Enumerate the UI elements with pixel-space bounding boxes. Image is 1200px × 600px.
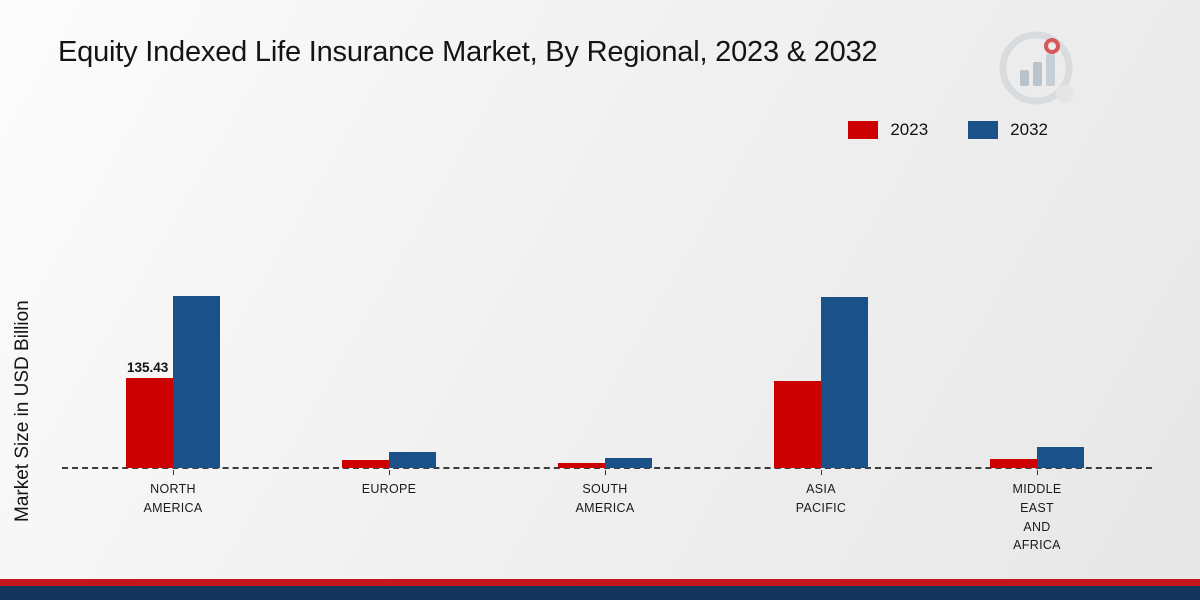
x-axis-baseline — [62, 467, 1152, 469]
bar-2023-south-america — [558, 463, 605, 468]
bar-group-europe: EUROPE — [342, 452, 436, 496]
x-axis-category-label: EUROPE — [361, 482, 417, 496]
x-axis-tick — [821, 470, 822, 475]
bar-group-south-america: SOUTH AMERICA — [558, 458, 652, 515]
x-axis-tick — [173, 470, 174, 475]
y-axis-label: Market Size in USD Billion — [12, 300, 33, 522]
x-axis-tick — [605, 470, 606, 475]
bar-2023-asia-pacific — [774, 381, 821, 468]
bar-2032-asia-pacific — [821, 297, 868, 468]
bar-group-north-america: 135.43 NORTH AMERICA — [126, 296, 220, 515]
bar-2032-middle-east-and-africa — [1037, 447, 1084, 468]
bar-2023-north-america: 135.43 — [126, 360, 173, 468]
legend-label: 2032 — [1010, 120, 1048, 139]
bar-group-asia-pacific: ASIA PACIFIC — [774, 297, 868, 515]
legend-swatch — [968, 121, 999, 139]
chart-title: Equity Indexed Life Insurance Market, By… — [58, 36, 878, 68]
bar-chart-plot-area: 135.43 NORTH AMERICA EUROPE SOUTH AMERICA AS… — [65, 150, 1145, 552]
footer-navy-strip — [0, 586, 1200, 600]
bar-group-middle-east-and-africa: MIDDLE EAST AND AFRICA — [990, 447, 1084, 552]
x-axis-tick — [389, 470, 390, 475]
x-axis-category-label: SOUTH AMERICA — [575, 482, 635, 515]
bar-chart-brand-logo — [999, 31, 1074, 105]
bar-2023-middle-east-and-africa — [990, 459, 1037, 468]
bar-2032-north-america — [173, 296, 220, 468]
x-axis-category-label: NORTH AMERICA — [143, 482, 203, 515]
legend-label: 2023 — [890, 120, 929, 139]
bar-2023-europe — [342, 460, 389, 468]
bar-2032-south-america — [605, 458, 652, 468]
x-axis-category-label: MIDDLE EAST AND AFRICA — [1012, 482, 1062, 553]
legend-item-2023: 2023 — [848, 120, 928, 140]
legend: 2023 2032 — [848, 120, 1048, 140]
x-axis-tick — [1037, 470, 1038, 475]
legend-item-2032: 2032 — [968, 120, 1048, 140]
x-axis-category-label: ASIA PACIFIC — [795, 482, 847, 515]
bar-value-label: 135.43 — [126, 360, 169, 375]
legend-swatch — [848, 121, 879, 139]
footer-red-strip — [0, 579, 1200, 586]
bar-2032-europe — [389, 452, 436, 468]
